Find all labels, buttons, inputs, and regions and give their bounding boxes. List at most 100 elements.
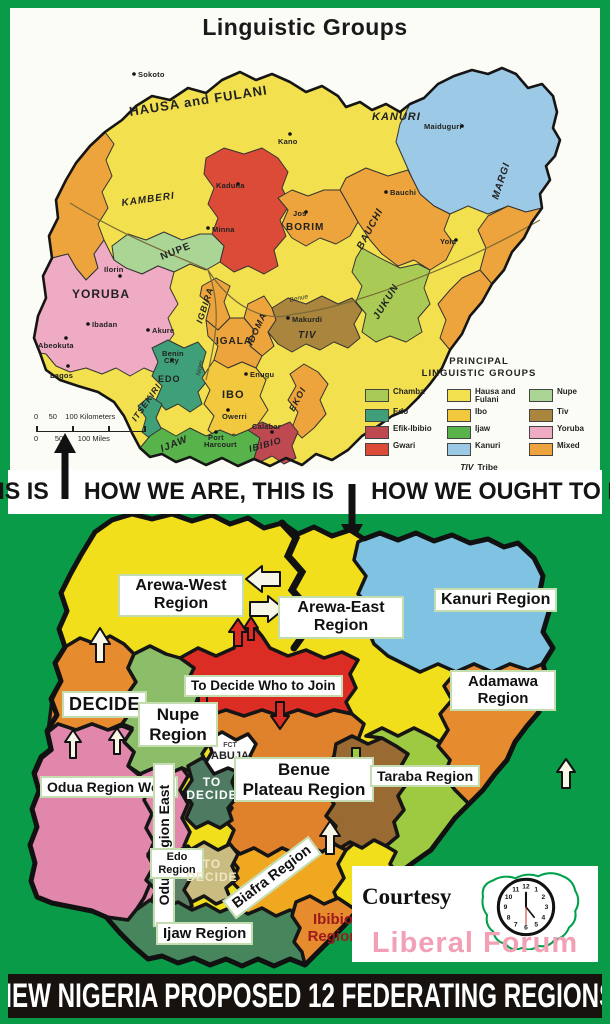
- arrow-right-icon: [249, 595, 285, 623]
- legend: PRINCIPAL LINGUISTIC GROUPS Chamba Hausa…: [365, 356, 593, 472]
- legend-entry: Gwari: [365, 440, 443, 456]
- label-taraba: Taraba Region: [370, 765, 481, 788]
- arrow-up-red-1: [228, 618, 248, 647]
- label-to-decide-a: TO DECIDE: [186, 775, 238, 803]
- label-to-decide-b-line2: DECIDE: [186, 870, 238, 885]
- legend-entry: Kanuri: [447, 440, 525, 456]
- label-benue-line1: Benue: [278, 760, 330, 779]
- legend-swatch: [529, 442, 553, 456]
- linguistic-map: HAUSA and FULANI KANURI MARGI KAMBERI BA…: [32, 66, 562, 468]
- label-ibo: IBO: [222, 389, 245, 401]
- clock-number: 2: [542, 894, 546, 901]
- clock-number: 9: [504, 904, 508, 911]
- legend-entry: Efik-Ibibio: [365, 423, 443, 439]
- label-borim: BORIM: [286, 222, 324, 233]
- region-edo: [151, 339, 209, 413]
- city-abeokuta: Abeokuta: [38, 341, 74, 350]
- scale-line: [36, 423, 146, 432]
- legend-label: Mixed: [557, 440, 580, 450]
- region-jukun: [351, 247, 431, 343]
- region-borim: [277, 189, 359, 247]
- clock-number: 4: [542, 914, 546, 921]
- legend-label: Tiv: [557, 406, 569, 416]
- label-igala: IGALA: [216, 336, 252, 347]
- clock-number: 6: [524, 925, 528, 932]
- city-kaduna: Kaduna: [216, 181, 245, 190]
- city-kano: Kano: [278, 137, 298, 146]
- legend-entry: Ibo: [447, 407, 525, 422]
- clock-number: 1: [534, 887, 538, 894]
- clock-number: 8: [507, 914, 511, 921]
- city-maiduguri: Maiduguri: [424, 122, 462, 131]
- legend-label: Gwari: [393, 440, 416, 450]
- label-benue-line2: Plateau Region: [242, 779, 366, 799]
- clock-number: 12: [522, 884, 530, 891]
- liberal-forum-brand: Liberal Forum: [371, 927, 579, 959]
- region-yoruba: [33, 239, 179, 377]
- arrow-down-red-2: [270, 701, 290, 730]
- legend-grid: Chamba Hausa and Fulani Nupe Edo Ibo Tiv…: [365, 386, 593, 456]
- region-margi: [477, 205, 543, 285]
- legend-swatch: [529, 388, 553, 402]
- legend-entry: Ijaw: [447, 423, 525, 439]
- city-sokoto: Sokoto: [138, 70, 165, 79]
- clock-number: 5: [534, 921, 538, 928]
- top-map-title: Linguistic Groups: [202, 14, 408, 40]
- city-enugu: Enugu: [250, 370, 275, 379]
- niger-river: [69, 202, 217, 381]
- bottom-banner: NEW NIGERIA PROPOSED 12 FEDERATING REGIO…: [8, 974, 602, 1018]
- legend-title-line2: LINGUISTIC GROUPS: [421, 367, 537, 379]
- linguistic-map-card: Linguistic Groups: [10, 8, 600, 472]
- legend-swatch: [365, 408, 389, 422]
- up-arrow-icon: [53, 433, 76, 499]
- divider-band: THIS IS HOW WE ARE, THIS IS HOW WE OUGHT…: [0, 433, 610, 544]
- label-adamawa-line2: Region: [477, 690, 529, 708]
- arrow-up-white-east: [556, 758, 576, 789]
- city-jos: Jos: [293, 209, 307, 218]
- region-tiv: [267, 295, 363, 353]
- clock-numbers: 12 1 2 3 4 5 6 7 8 9 10 11: [504, 884, 549, 932]
- scale-miles: 0 50 100 Miles: [34, 434, 110, 443]
- clock-number: 7: [514, 921, 518, 928]
- label-arewa-east-line1: Arewa-East: [297, 599, 385, 616]
- legend-label: Edo: [393, 406, 409, 416]
- banner-text: NEW NIGERIA PROPOSED 12 FEDERATING REGIO…: [8, 976, 602, 1015]
- benue-river: [207, 219, 541, 318]
- legend-entry: Nupe: [529, 386, 607, 405]
- legend-entry: Hausa and Fulani: [447, 387, 525, 405]
- arrow-up-white-odua-2: [108, 727, 126, 755]
- arrow-up-white-odua-1: [64, 729, 82, 759]
- legend-label: Chamba: [393, 386, 425, 396]
- clock-number: 11: [512, 887, 519, 894]
- label-arewa-east: Arewa-East Region: [278, 596, 404, 639]
- city-ilorin: Ilorin: [104, 265, 124, 274]
- scale-bar: 0 50 100 Kilometers 0 50 100 Miles: [34, 412, 164, 443]
- label-kanuri-new: Kanuri Region: [434, 588, 558, 613]
- city-minna: Minna: [212, 225, 235, 234]
- legend-entry: Mixed: [529, 440, 607, 456]
- legend-title-line1: PRINCIPAL: [449, 356, 509, 367]
- legend-note-tiv: TIV: [460, 461, 474, 472]
- clock-number: 3: [545, 904, 549, 911]
- legend-label: Ijaw: [475, 423, 491, 433]
- label-ibibio-line2: Region: [307, 927, 359, 945]
- region-gwari: [203, 147, 291, 275]
- label-arewa-west: Arewa-West Region: [118, 574, 244, 617]
- region-ekoi: [287, 363, 329, 439]
- legend-swatch: [365, 425, 389, 439]
- legend-label: Kanuri: [475, 440, 501, 450]
- label-to-decide-b-line1: TO: [202, 857, 222, 871]
- label-to-decide-a-line1: TO: [202, 775, 222, 789]
- city-benin-2: City: [164, 356, 180, 365]
- city-port-1: Port: [208, 433, 224, 442]
- city-bauchi: Bauchi: [390, 188, 416, 197]
- legend-label: Nupe: [557, 386, 577, 396]
- courtesy-text: Courtesy: [362, 884, 452, 909]
- label-to-decide-b: TO DECIDE: [186, 857, 238, 885]
- legend-swatch: [529, 408, 553, 422]
- city-makurdi: Makurdi: [292, 315, 322, 324]
- legend-label: Efik-Ibibio: [393, 423, 432, 433]
- label-to-decide-a-line2: DECIDE: [186, 788, 238, 803]
- label-fct-line1: FCT: [223, 742, 237, 749]
